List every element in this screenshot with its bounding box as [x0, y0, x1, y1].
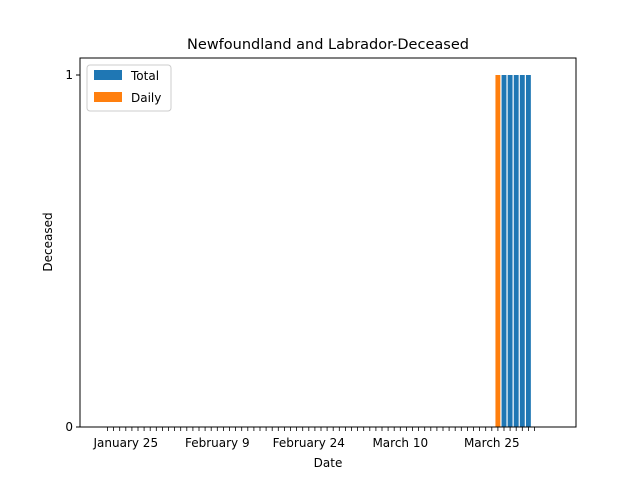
x-ticks-group: January 25 February 9 February 24 March 10 M… — [93, 427, 535, 450]
bar-total-march-29 — [513, 75, 519, 427]
bar-daily-march-26 — [495, 75, 501, 427]
x-axis-label: Date — [314, 456, 343, 470]
y-ticks-group: 01 — [65, 68, 80, 434]
chart-title: Newfoundland and Labrador-Deceased — [187, 37, 469, 53]
x-tick-label: March 10 — [372, 436, 428, 450]
x-tick-label: February 9 — [185, 436, 250, 450]
x-tick-label: January 25 — [93, 436, 159, 450]
legend: Total Daily — [86, 64, 172, 112]
legend-swatch-total — [94, 70, 122, 80]
y-axis-label: Deceased — [41, 212, 55, 271]
x-tick-label: February 24 — [273, 436, 345, 450]
plot-frame — [79, 57, 577, 428]
bar-total-march-30 — [519, 75, 525, 427]
y-tick-label: 1 — [65, 68, 73, 82]
legend-label-daily: Daily — [131, 91, 161, 105]
legend-label-total: Total — [130, 69, 159, 83]
bar-total-march-31 — [525, 75, 531, 427]
legend-swatch-daily — [94, 92, 122, 102]
y-tick-label: 0 — [65, 420, 73, 434]
x-tick-label: March 25 — [464, 436, 520, 450]
bar-total-march-28 — [507, 75, 513, 427]
bars-group — [495, 75, 531, 427]
bar-total-march-27 — [501, 75, 507, 427]
